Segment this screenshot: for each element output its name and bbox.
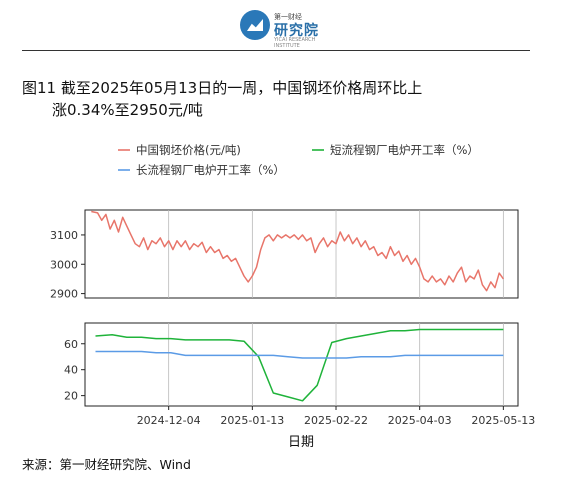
figure-title-line1: 图11 截至2025年05月13日的一周，中国钢坯价格周环比上 <box>22 79 423 97</box>
y-tick-label: 60 <box>64 338 78 351</box>
y-tick-label: 3100 <box>50 229 78 242</box>
x-tick-label: 2025-01-13 <box>220 414 284 427</box>
logo-small-text: 第一财经 <box>274 13 302 21</box>
figure-title: 图11 截至2025年05月13日的一周，中国钢坯价格周环比上 涨0.34%至2… <box>22 77 542 121</box>
legend-label-short: 短流程钢厂电炉开工率（%） <box>330 143 479 157</box>
logo-mark-icon <box>240 10 270 40</box>
series-line-long <box>95 350 504 359</box>
logo-tiny-text: YICAI RESEARCH INSTITUTE <box>274 37 316 49</box>
x-tick-label: 2024-12-04 <box>137 414 201 427</box>
x-tick-label: 2025-02-22 <box>304 414 368 427</box>
x-tick-label: 2025-04-03 <box>388 414 452 427</box>
report-header: 第一财经 研究院 YICAI RESEARCH INSTITUTE <box>0 0 575 50</box>
y-tick-label: 2900 <box>50 288 78 301</box>
y-tick-label: 20 <box>64 390 78 403</box>
price-panel-frame <box>84 209 519 299</box>
y-tick-label: 3000 <box>50 258 78 271</box>
series-line-steel <box>91 210 505 292</box>
series-layer <box>91 210 505 402</box>
legend-label-long: 长流程钢厂电炉开工率（%） <box>136 163 285 177</box>
source-note: 来源：第一财经研究院、Wind <box>22 457 191 472</box>
gridlines <box>168 210 504 406</box>
legend-label-steel: 中国钢坯价格(元/吨) <box>136 143 241 157</box>
figure-title-line2: 涨0.34%至2950元/吨 <box>52 101 203 119</box>
logo-big-text: 研究院 <box>274 23 319 39</box>
y-tick-label: 40 <box>64 364 78 377</box>
x-axis-label: 日期 <box>288 435 314 450</box>
series-line-short <box>95 328 504 402</box>
header-divider <box>22 50 530 51</box>
yicai-logo: 第一财经 研究院 YICAI RESEARCH INSTITUTE <box>240 10 340 49</box>
x-tick-label: 2025-05-13 <box>471 414 535 427</box>
legend: 中国钢坯价格(元/吨) 短流程钢厂电炉开工率（%） 长流程钢厂电炉开工率（%） <box>118 143 479 177</box>
rate-panel-frame <box>84 322 519 407</box>
axes: 2024-12-04 2025-01-13 2025-02-22 2025-04-03… <box>50 229 535 427</box>
